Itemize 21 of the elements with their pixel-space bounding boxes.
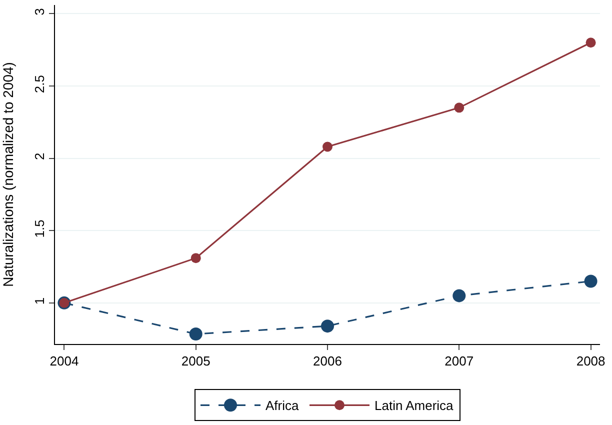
legend-label: Latin America — [374, 398, 454, 414]
y-tick-label: 2 — [32, 152, 47, 160]
y-tick-label: 3 — [32, 8, 47, 16]
point — [584, 274, 598, 288]
point — [189, 328, 202, 341]
y-tick-label: 2.5 — [32, 75, 47, 94]
y-tick-label: 1.5 — [32, 220, 47, 238]
point — [321, 320, 334, 333]
point — [452, 289, 466, 302]
y-axis-title: Naturalizations (normalized to 2004) — [0, 62, 16, 287]
legend-label: Africa — [266, 398, 300, 414]
y-tick-label: 1 — [32, 297, 47, 305]
x-tick-label: 2004 — [50, 354, 79, 369]
point — [190, 253, 201, 264]
x-tick-label: 2008 — [576, 354, 606, 369]
point — [322, 142, 332, 152]
x-tick-label: 2007 — [444, 354, 474, 369]
x-tick-label: 2005 — [181, 354, 210, 369]
x-tick-label: 2006 — [313, 354, 342, 369]
point — [454, 102, 464, 113]
point — [586, 38, 596, 48]
